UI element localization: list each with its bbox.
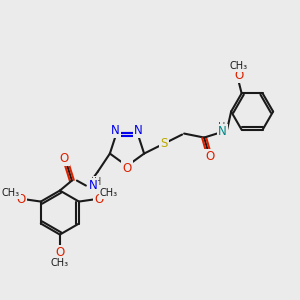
- Text: O: O: [94, 193, 104, 206]
- Text: CH₃: CH₃: [2, 188, 20, 198]
- Text: N: N: [111, 124, 120, 137]
- Text: CH₃: CH₃: [100, 188, 118, 198]
- Text: O: O: [206, 150, 215, 163]
- Text: O: O: [59, 152, 68, 165]
- Text: CH₃: CH₃: [230, 61, 248, 71]
- Text: O: O: [122, 161, 132, 175]
- Text: CH₃: CH₃: [51, 258, 69, 268]
- Text: S: S: [160, 137, 168, 150]
- Text: N: N: [88, 179, 97, 192]
- Text: N: N: [134, 124, 143, 137]
- Text: H: H: [218, 122, 226, 132]
- Text: H: H: [94, 177, 102, 187]
- Text: O: O: [55, 246, 64, 259]
- Text: O: O: [16, 193, 26, 206]
- Text: N: N: [218, 125, 226, 138]
- Text: O: O: [234, 69, 243, 82]
